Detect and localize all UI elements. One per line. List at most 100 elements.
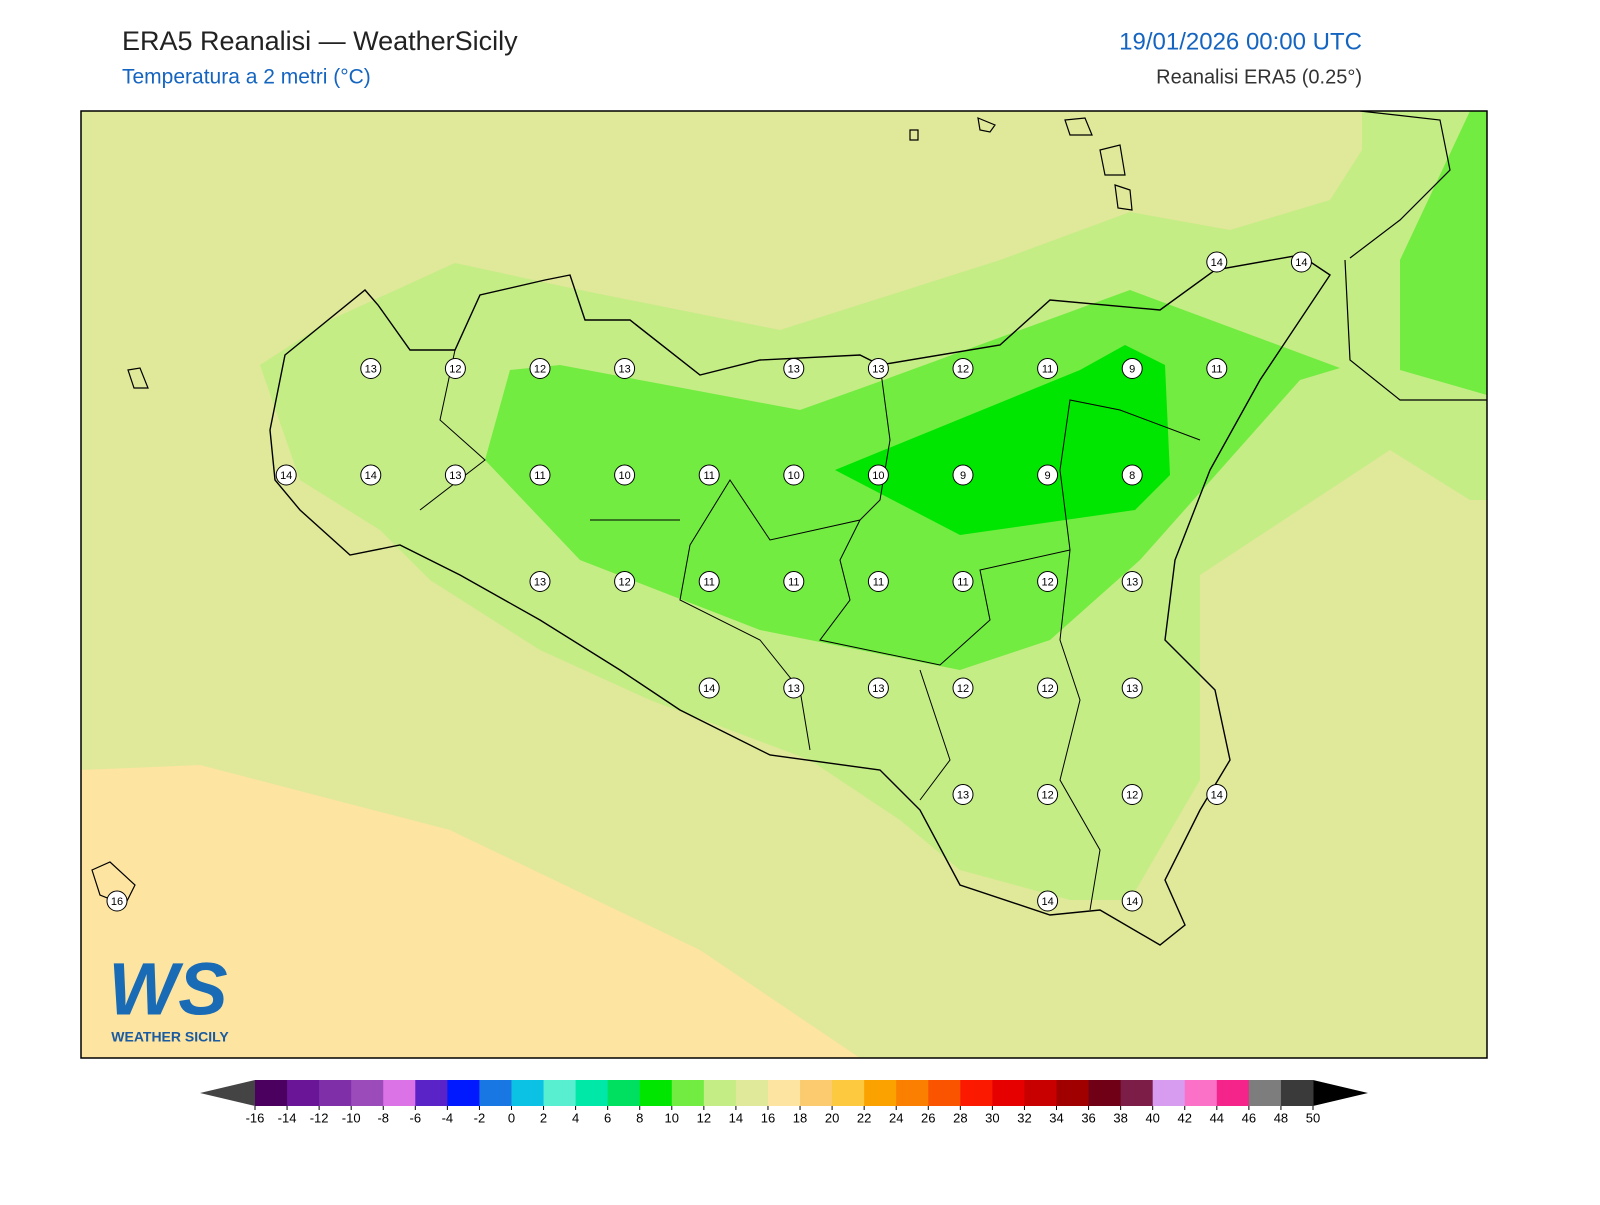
colorbar-bin xyxy=(383,1080,416,1106)
map-frame xyxy=(80,110,1488,1059)
station-value: 8 xyxy=(1129,470,1135,482)
colorbar-bin xyxy=(1216,1080,1250,1106)
station-value: 12 xyxy=(1041,789,1053,801)
colorbar-tick-label: 16 xyxy=(761,1110,775,1125)
station-value: 11 xyxy=(788,576,799,588)
station-marker xyxy=(867,358,889,379)
colorbar-tick-label: 44 xyxy=(1210,1110,1224,1125)
colorbar-bin xyxy=(1184,1080,1218,1106)
colorbar-bin xyxy=(1280,1080,1314,1106)
colorbar-tick-label: 10 xyxy=(665,1110,679,1125)
station-marker xyxy=(1121,677,1143,699)
station-marker xyxy=(952,464,974,486)
date: 19/01/2026 00:00 UTC xyxy=(1119,28,1362,55)
station-marker xyxy=(698,464,720,486)
station-marker xyxy=(360,358,382,379)
colorbar-bin xyxy=(928,1080,961,1106)
station-value: 13 xyxy=(1126,683,1138,695)
colorbar-tick-label: 14 xyxy=(729,1110,743,1125)
station-marker xyxy=(360,464,382,486)
station-marker xyxy=(614,358,636,379)
colorbar-under xyxy=(200,1080,255,1106)
colorbar-bin xyxy=(735,1080,769,1106)
colorbar-bin xyxy=(992,1080,1025,1106)
station-value: 13 xyxy=(365,363,377,375)
station-marker xyxy=(1121,890,1143,912)
station-marker xyxy=(444,464,466,486)
colorbar-bin xyxy=(255,1080,288,1106)
station-value: 10 xyxy=(872,470,884,482)
colorbar-tick-label: 24 xyxy=(889,1110,903,1125)
station-marker xyxy=(1037,890,1059,912)
province-borders xyxy=(419,319,1201,911)
colorbar: -16 -14 -12 -10 -8 -6 -4 -2 0 2 4 6 8 10 12 14 16 18 20 22 2… xyxy=(200,1080,1368,1125)
colorbar-tick-label: 38 xyxy=(1113,1110,1127,1125)
station-value: 10 xyxy=(788,470,800,482)
station-marker xyxy=(783,677,805,699)
station-marker xyxy=(1206,784,1228,805)
station-value: 13 xyxy=(872,683,884,695)
station-marker xyxy=(1121,358,1143,379)
colorbar-bin xyxy=(671,1080,705,1106)
station-marker xyxy=(867,464,889,486)
colorbar-tick-label: 6 xyxy=(604,1110,611,1125)
station-value: 14 xyxy=(280,470,292,482)
station-value: 12 xyxy=(1126,789,1138,801)
station-value: 14 xyxy=(1295,257,1307,269)
station-value: 10 xyxy=(618,470,630,482)
station-value: 11 xyxy=(534,470,545,482)
colorbar-tick-label: 42 xyxy=(1178,1110,1192,1125)
station-marker xyxy=(1037,358,1059,379)
station-value: 9 xyxy=(960,470,966,482)
station-value: 9 xyxy=(1129,363,1135,375)
colorbar-tick-label: -14 xyxy=(278,1110,297,1125)
station-value: 13 xyxy=(449,470,461,482)
colorbar-bin xyxy=(960,1080,993,1106)
station-marker xyxy=(698,677,720,699)
station-value: 12 xyxy=(534,363,546,375)
colorbar-tick-label: 30 xyxy=(985,1110,999,1125)
station-value: 13 xyxy=(1126,576,1138,588)
colorbar-tick-label: 28 xyxy=(953,1110,967,1125)
colorbar-tick-label: 26 xyxy=(921,1110,935,1125)
logo-caption: WEATHER SICILY xyxy=(111,1029,229,1045)
station-marker xyxy=(783,464,805,486)
colorbar-tick-label: 36 xyxy=(1081,1110,1095,1125)
station-marker xyxy=(952,358,974,379)
colorbar-bin xyxy=(447,1080,480,1106)
station-value: 13 xyxy=(872,363,884,375)
station-marker xyxy=(614,571,636,592)
source: Reanalisi ERA5 (0.25°) xyxy=(1156,66,1362,88)
station-value: 13 xyxy=(788,683,800,695)
colorbar-bin xyxy=(543,1080,577,1106)
colorbar-tick-label: 20 xyxy=(825,1110,839,1125)
colorbar-bin xyxy=(319,1080,352,1106)
colorbar-bin xyxy=(287,1080,320,1106)
station-value: 13 xyxy=(618,363,630,375)
station-marker xyxy=(275,464,297,486)
colorbar-tick-label: 48 xyxy=(1274,1110,1288,1125)
station-value: 14 xyxy=(1211,789,1223,801)
station-value: 14 xyxy=(1041,896,1053,908)
subtitle: Temperatura a 2 metri (°C) xyxy=(122,66,371,89)
station-value: 12 xyxy=(618,576,630,588)
colorbar-bin xyxy=(639,1080,673,1106)
station-marker xyxy=(1206,358,1228,379)
colorbar-bin xyxy=(1088,1080,1122,1106)
station-marker xyxy=(698,571,720,592)
colorbar-bin xyxy=(351,1080,384,1106)
colorbar-bin xyxy=(832,1080,865,1106)
station-value: 14 xyxy=(703,683,715,695)
map: 14 14 13 12 12 13 13 13 12 11 9 11 14 14 13 11 10 11 10 10 9… xyxy=(81,111,1487,1058)
station-marker xyxy=(1121,464,1143,486)
colorbar-bin xyxy=(1248,1080,1282,1106)
colorbar-bin xyxy=(479,1080,512,1106)
station-value: 11 xyxy=(1211,363,1222,375)
title: ERA5 Reanalisi — WeatherSicily xyxy=(122,26,518,56)
station-marker xyxy=(1037,677,1059,699)
station-marker xyxy=(444,358,466,379)
colorbar-tick-label: 2 xyxy=(540,1110,547,1125)
station-marker xyxy=(867,677,889,699)
colorbar-bin xyxy=(800,1080,833,1106)
